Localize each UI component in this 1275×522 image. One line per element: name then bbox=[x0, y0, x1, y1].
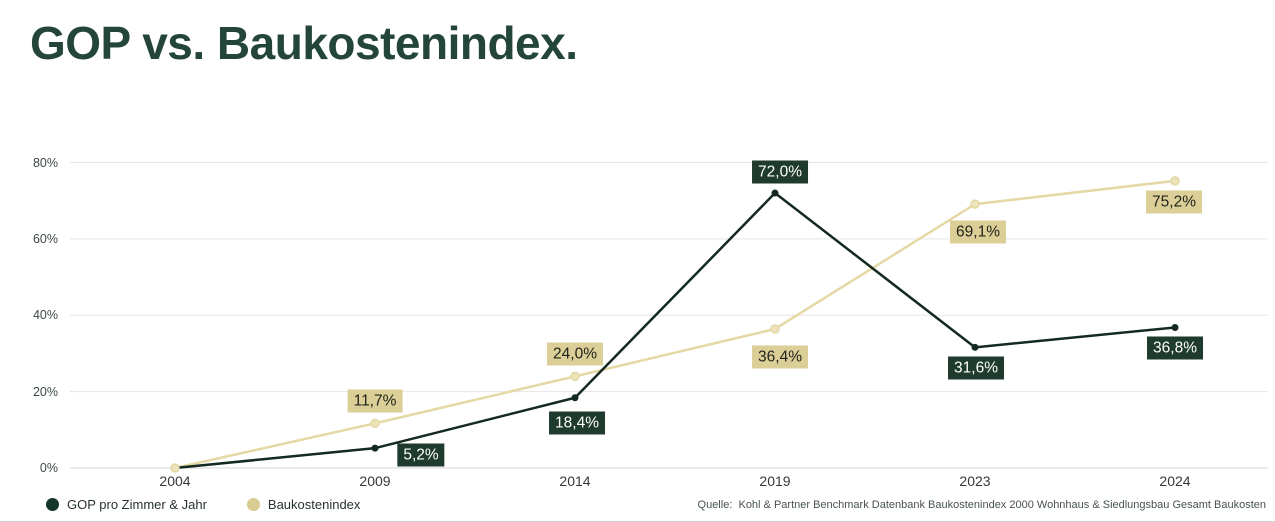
page-title: GOP vs. Baukostenindex. bbox=[30, 17, 578, 69]
legend-swatch-icon bbox=[246, 498, 260, 511]
data-point bbox=[570, 371, 580, 382]
data-point bbox=[970, 199, 980, 209]
y-axis-tick-label: 60% bbox=[32, 231, 58, 246]
data-label-badge: 36,8% bbox=[1147, 336, 1203, 360]
series-line bbox=[173, 179, 1177, 470]
legend-item: GOP pro Zimmer & Jahr bbox=[46, 497, 207, 512]
data-label-badge: 11,7% bbox=[347, 389, 403, 413]
data-label-badge: 5,2% bbox=[397, 443, 445, 467]
data-label-badge: 75,2% bbox=[1146, 190, 1202, 214]
data-label-badge: 36,4% bbox=[752, 345, 808, 369]
x-axis-tick-label: 2023 bbox=[959, 473, 991, 489]
data-point bbox=[170, 463, 180, 473]
x-axis-tick-label: 2019 bbox=[759, 473, 791, 489]
data-label-badge: 69,1% bbox=[950, 220, 1006, 244]
chart-legend: GOP pro Zimmer & Jahr Baukostenindex bbox=[46, 497, 360, 512]
y-axis-tick-label: 80% bbox=[32, 155, 58, 170]
x-axis-tick-label: 2014 bbox=[559, 473, 591, 489]
data-point bbox=[971, 343, 979, 351]
x-axis-tick-label: 2024 bbox=[1159, 473, 1191, 489]
y-axis-tick-label: 0% bbox=[39, 461, 58, 475]
series-line bbox=[173, 191, 1177, 470]
source-note: Quelle: Kohl & Partner Benchmark Datenba… bbox=[697, 499, 1266, 511]
data-point bbox=[1170, 176, 1180, 186]
data-point bbox=[571, 394, 579, 402]
data-point bbox=[1171, 323, 1179, 331]
data-point bbox=[770, 324, 780, 334]
data-label-badge: 18,4% bbox=[549, 411, 605, 435]
y-axis-tick-label: 20% bbox=[32, 384, 58, 399]
data-point bbox=[370, 418, 380, 429]
x-axis-tick-label: 2004 bbox=[159, 473, 191, 489]
legend-label: Baukostenindex bbox=[267, 497, 361, 512]
data-label-badge: 24,0% bbox=[547, 342, 603, 366]
legend-label: GOP pro Zimmer & Jahr bbox=[67, 497, 207, 512]
legend-item: Baukostenindex bbox=[246, 497, 361, 512]
data-point bbox=[371, 444, 379, 452]
data-point bbox=[771, 189, 779, 197]
y-axis-tick-label: 40% bbox=[32, 308, 58, 323]
legend-swatch-icon bbox=[46, 498, 59, 511]
data-label-badge: 31,6% bbox=[948, 356, 1004, 380]
x-axis-tick-label: 2009 bbox=[359, 473, 391, 489]
data-label-badge: 72,0% bbox=[752, 160, 808, 184]
